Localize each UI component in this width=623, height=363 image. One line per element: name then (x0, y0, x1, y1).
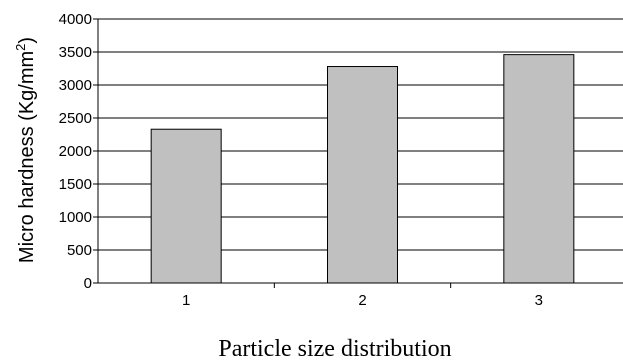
y-axis-label-suffix: ) (16, 37, 38, 44)
bar-1 (150, 128, 222, 284)
y-tick-label: 1500 (59, 176, 92, 193)
x-tick-label: 3 (535, 292, 543, 309)
y-tick-labels: 0 500 1000 1500 2000 2500 3000 3500 4000 (59, 11, 92, 292)
y-tick-label: 1000 (59, 209, 92, 226)
y-tick-label: 500 (67, 242, 92, 259)
y-axis-label-prefix: Micro hardness (Kg/mm (16, 51, 38, 263)
bars (150, 54, 575, 284)
axes (97, 19, 623, 284)
y-tick-label: 3500 (59, 44, 92, 61)
bar-2 (327, 66, 398, 284)
x-tick-label: 2 (358, 292, 366, 309)
x-tick-labels: 1 2 3 (182, 283, 543, 309)
y-tick-label: 2000 (59, 143, 92, 160)
x-axis-label: Particle size distribution (218, 336, 451, 362)
y-tick-label: 2500 (59, 110, 92, 127)
y-axis-label-superscript: 2 (13, 44, 28, 51)
x-tick-label: 1 (182, 292, 190, 309)
y-tick-label: 4000 (59, 11, 92, 28)
y-tick-label: 0 (84, 275, 92, 292)
y-tick-label: 3000 (59, 77, 92, 94)
y-axis-label: Micro hardness (Kg/mm2) (13, 37, 38, 263)
bar-3 (503, 54, 575, 284)
